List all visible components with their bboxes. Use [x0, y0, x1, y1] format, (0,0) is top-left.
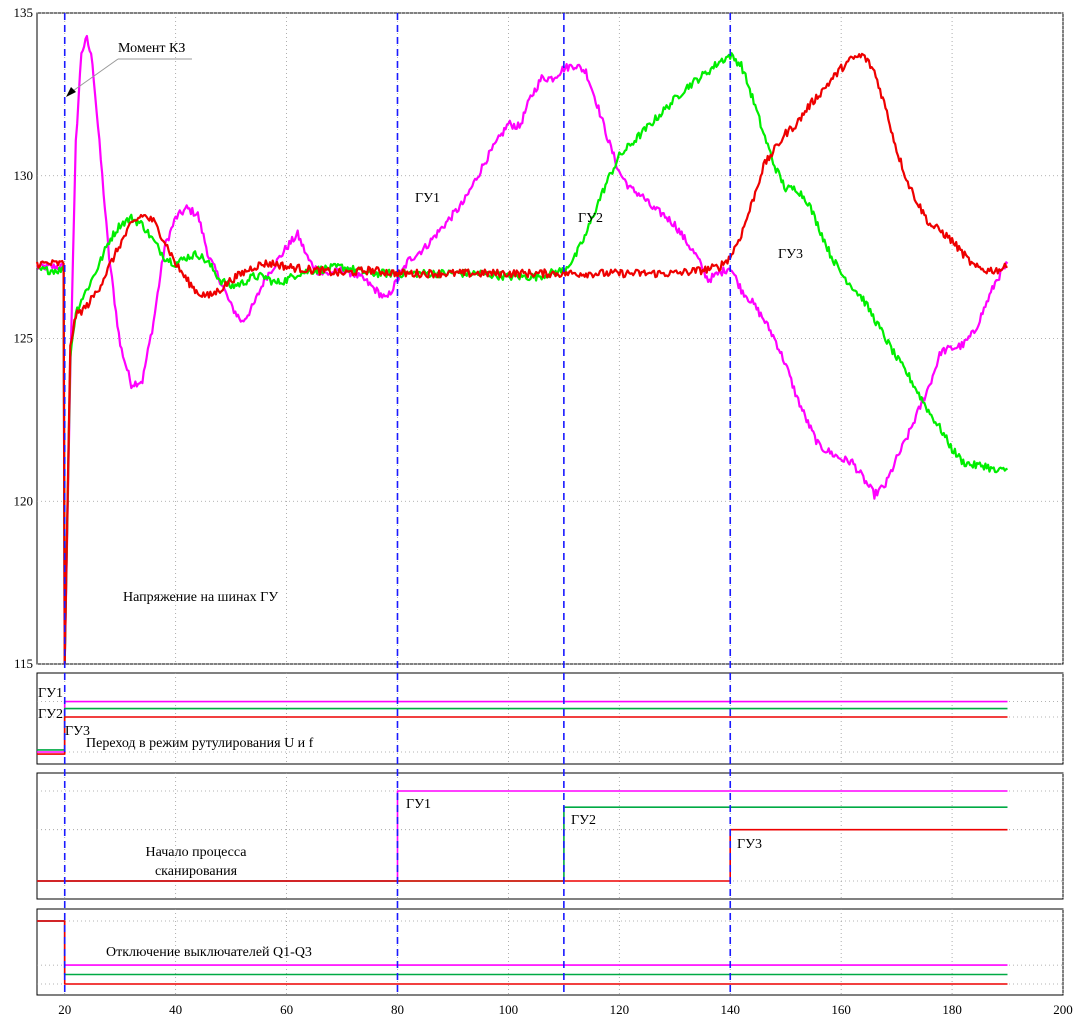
- fault-moment-annotation: Момент КЗ: [66, 41, 192, 97]
- scan-label-gu2: ГУ2: [571, 813, 596, 828]
- fault-moment-arrow-icon: [66, 87, 76, 97]
- y-tick-label: 125: [14, 331, 34, 346]
- scan-panel-frame: [36, 772, 1064, 900]
- voltage-panel-label: Напряжение на шинах ГУ: [123, 590, 278, 605]
- series-line-0-2: [35, 52, 1008, 666]
- fault-moment-label: Момент КЗ: [118, 41, 185, 56]
- y-tick-label: 120: [14, 493, 34, 508]
- breaker-panel-label: Отключение выключателей Q1-Q3: [106, 945, 312, 960]
- x-tick-label: 60: [280, 1002, 293, 1017]
- mode-panel-label: Переход в режим рутулирования U и f: [86, 736, 314, 751]
- event-layer: [63, 13, 732, 995]
- series-label-gu2: ГУ2: [578, 211, 603, 226]
- scan-label-gu1: ГУ1: [406, 797, 431, 812]
- fault-moment-leader-diagonal: [69, 58, 119, 94]
- series-layer: [35, 34, 1009, 985]
- x-tick-label: 80: [391, 1002, 404, 1017]
- x-tick-label: 40: [169, 1002, 182, 1017]
- y-tick-label: 130: [14, 168, 34, 183]
- series-label-gu1: ГУ1: [415, 191, 440, 206]
- mode-panel-frame: [36, 672, 1064, 765]
- x-tick-label: 100: [499, 1002, 519, 1017]
- series-line-0-0: [36, 34, 1009, 666]
- tick-layer: 20 40 60 80 100 120 140 160 180 200 115 120 125 130 13…: [14, 5, 1073, 1017]
- scan-panel-label: Начало процесса: [146, 845, 248, 860]
- breaker-panel-frame: [36, 908, 1064, 996]
- x-tick-label: 180: [942, 1002, 962, 1017]
- scan-label-gu3: ГУ3: [737, 837, 762, 852]
- x-tick-label: 200: [1053, 1002, 1073, 1017]
- mode-label-gu2: ГУ2: [38, 707, 63, 722]
- x-tick-label: 20: [58, 1002, 71, 1017]
- x-tick-label: 120: [610, 1002, 630, 1017]
- y-tick-label: 115: [14, 656, 33, 671]
- x-tick-label: 140: [720, 1002, 740, 1017]
- scan-panel-label-line2: сканирования: [155, 864, 238, 879]
- series-label-gu3: ГУ3: [778, 247, 803, 262]
- series-line-0-1: [36, 52, 1008, 666]
- mode-label-gu1: ГУ1: [38, 686, 63, 701]
- x-tick-label: 160: [831, 1002, 851, 1017]
- mode-label-gu3: ГУ3: [65, 724, 90, 739]
- y-tick-label: 135: [14, 5, 34, 20]
